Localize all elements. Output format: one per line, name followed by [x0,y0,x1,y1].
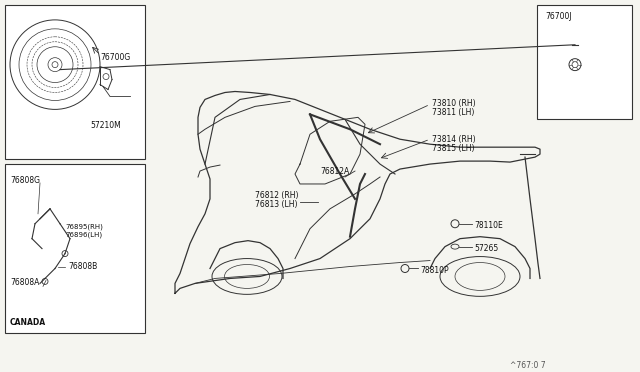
Text: 76895(RH): 76895(RH) [65,224,103,230]
Text: 76896(LH): 76896(LH) [65,232,102,238]
Text: 78810P: 78810P [420,266,449,275]
Text: ^767:0 7: ^767:0 7 [510,361,546,370]
Text: 76808B: 76808B [68,262,97,270]
Text: 78110E: 78110E [474,221,503,230]
Text: 76808A: 76808A [10,278,40,288]
Text: 57265: 57265 [474,244,499,253]
Text: 73811 (LH): 73811 (LH) [432,108,474,118]
Text: 76700J: 76700J [545,12,572,21]
Text: 57210M: 57210M [90,121,121,130]
Text: 76812A: 76812A [320,167,349,176]
Text: 76812 (RH): 76812 (RH) [255,191,298,200]
Text: 76813 (LH): 76813 (LH) [255,200,298,209]
Text: 73814 (RH): 73814 (RH) [432,135,476,144]
Text: 73810 (RH): 73810 (RH) [432,99,476,109]
Text: 73815 (LH): 73815 (LH) [432,144,474,153]
Text: 76808G: 76808G [10,176,40,185]
Bar [5,164,145,333]
Bar [537,5,632,119]
Text: 76700G: 76700G [100,53,131,62]
Bar [5,5,145,159]
Text: CANADA: CANADA [10,318,46,327]
